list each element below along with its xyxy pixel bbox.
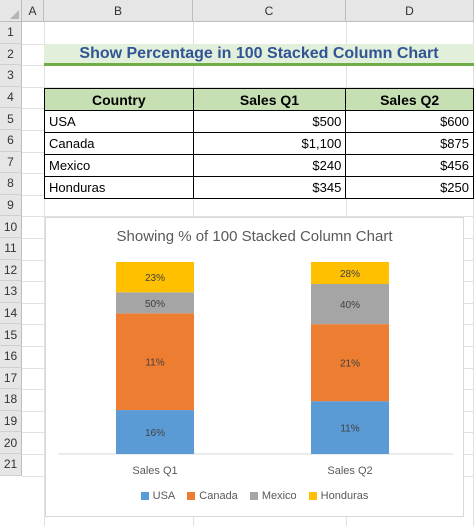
gridline [22, 86, 474, 88]
table-cell[interactable]: $250 [345, 176, 474, 199]
legend-swatch [187, 492, 196, 500]
row-header[interactable]: 8 [0, 173, 22, 195]
row-header[interactable]: 12 [0, 259, 22, 282]
bar-segment-honduras[interactable] [311, 262, 389, 285]
table-row: USA $500 $600 [44, 110, 474, 133]
data-label: 21% [340, 359, 360, 370]
row-header[interactable]: 18 [0, 389, 22, 411]
row-header[interactable]: 15 [0, 324, 22, 346]
column-header-a[interactable]: A [22, 0, 44, 22]
table-row: Mexico $240 $456 [44, 154, 474, 177]
table-row: Canada $1,100 $875 [44, 132, 474, 155]
column-header-d[interactable]: D [346, 0, 474, 22]
bar-segment-canada[interactable] [311, 324, 389, 402]
row-header[interactable]: 4 [0, 86, 22, 109]
stacked-column-chart[interactable]: Showing % of 100 Stacked Column Chart 16… [45, 217, 464, 517]
data-label: 40% [340, 300, 360, 311]
data-label: 16% [145, 428, 165, 439]
row-header[interactable]: 13 [0, 281, 22, 303]
row-header[interactable]: 6 [0, 130, 22, 152]
bar-segment-canada[interactable] [116, 313, 194, 411]
table-cell[interactable]: Mexico [44, 154, 194, 177]
legend-label: USA [152, 490, 176, 502]
row-header[interactable]: 20 [0, 432, 22, 454]
table-cell[interactable]: Canada [44, 132, 194, 155]
legend-item-usa[interactable]: USA [140, 490, 176, 502]
row-header[interactable]: 14 [0, 302, 22, 325]
row-header[interactable]: 10 [0, 216, 22, 238]
table-row: Honduras $345 $250 [44, 176, 474, 199]
table-header[interactable]: Sales Q1 [192, 88, 347, 111]
select-all-corner[interactable] [0, 0, 22, 22]
legend-label: Mexico [261, 490, 297, 502]
table-cell[interactable]: $456 [345, 154, 474, 177]
column-header-b[interactable]: B [44, 0, 193, 22]
legend-item-canada[interactable]: Canada [187, 490, 238, 502]
bar-segment-usa[interactable] [311, 401, 389, 454]
chart-plot-area: 16% 11% 50% 23% Sales Q1 11% 21% 40% 28% Sales Q2 [58, 262, 453, 477]
row-header[interactable]: 11 [0, 238, 22, 260]
bar-segment-honduras[interactable] [116, 262, 194, 293]
data-label: 50% [145, 299, 165, 310]
bar-segment-mexico[interactable] [116, 292, 194, 314]
data-label: 28% [340, 269, 360, 280]
category-label: Sales Q2 [327, 465, 372, 477]
row-header[interactable]: 9 [0, 194, 22, 217]
row-header[interactable]: 2 [0, 43, 22, 66]
gridline [44, 22, 45, 526]
table-cell[interactable]: USA [44, 110, 194, 133]
bar-segment-mexico[interactable] [311, 284, 389, 325]
legend-label: Canada [199, 490, 238, 502]
sales-table: Country Sales Q1 Sales Q2 USA $500 $600 … [44, 88, 474, 199]
table-cell[interactable]: $1,100 [192, 132, 347, 155]
data-label: 23% [145, 273, 165, 284]
row-header[interactable]: 5 [0, 108, 22, 130]
row-header[interactable]: 7 [0, 151, 22, 174]
legend-item-honduras[interactable]: Honduras [308, 490, 369, 502]
table-cell[interactable]: $600 [345, 110, 474, 133]
legend-swatch [249, 492, 258, 500]
data-label: 11% [145, 358, 164, 369]
table-cell[interactable]: $500 [192, 110, 347, 133]
row-header[interactable]: 21 [0, 454, 22, 476]
chart-legend: USA Canada Mexico Honduras [46, 490, 463, 502]
data-label: 11% [340, 424, 359, 435]
table-cell[interactable]: $240 [192, 154, 347, 177]
legend-swatch [308, 492, 317, 500]
row-header[interactable]: 16 [0, 346, 22, 368]
table-cell[interactable]: $345 [192, 176, 347, 199]
bar-segment-usa[interactable] [116, 410, 194, 454]
legend-swatch [140, 492, 149, 500]
table-cell[interactable]: Honduras [44, 176, 194, 199]
row-header[interactable]: 17 [0, 367, 22, 390]
legend-label: Honduras [320, 490, 369, 502]
gridline [22, 216, 474, 218]
row-header[interactable]: 19 [0, 410, 22, 433]
table-header[interactable]: Country [44, 88, 194, 111]
table-cell[interactable]: $875 [345, 132, 474, 155]
table-header[interactable]: Sales Q2 [345, 88, 474, 111]
legend-item-mexico[interactable]: Mexico [249, 490, 297, 502]
chart-title: Showing % of 100 Stacked Column Chart [116, 228, 393, 245]
sheet-title[interactable]: Show Percentage in 100 Stacked Column Ch… [44, 44, 474, 66]
row-header[interactable]: 1 [0, 22, 22, 44]
category-label: Sales Q1 [132, 465, 177, 477]
column-header-c[interactable]: C [193, 0, 346, 22]
row-header[interactable]: 3 [0, 65, 22, 87]
table-header-row: Country Sales Q1 Sales Q2 [44, 88, 474, 111]
